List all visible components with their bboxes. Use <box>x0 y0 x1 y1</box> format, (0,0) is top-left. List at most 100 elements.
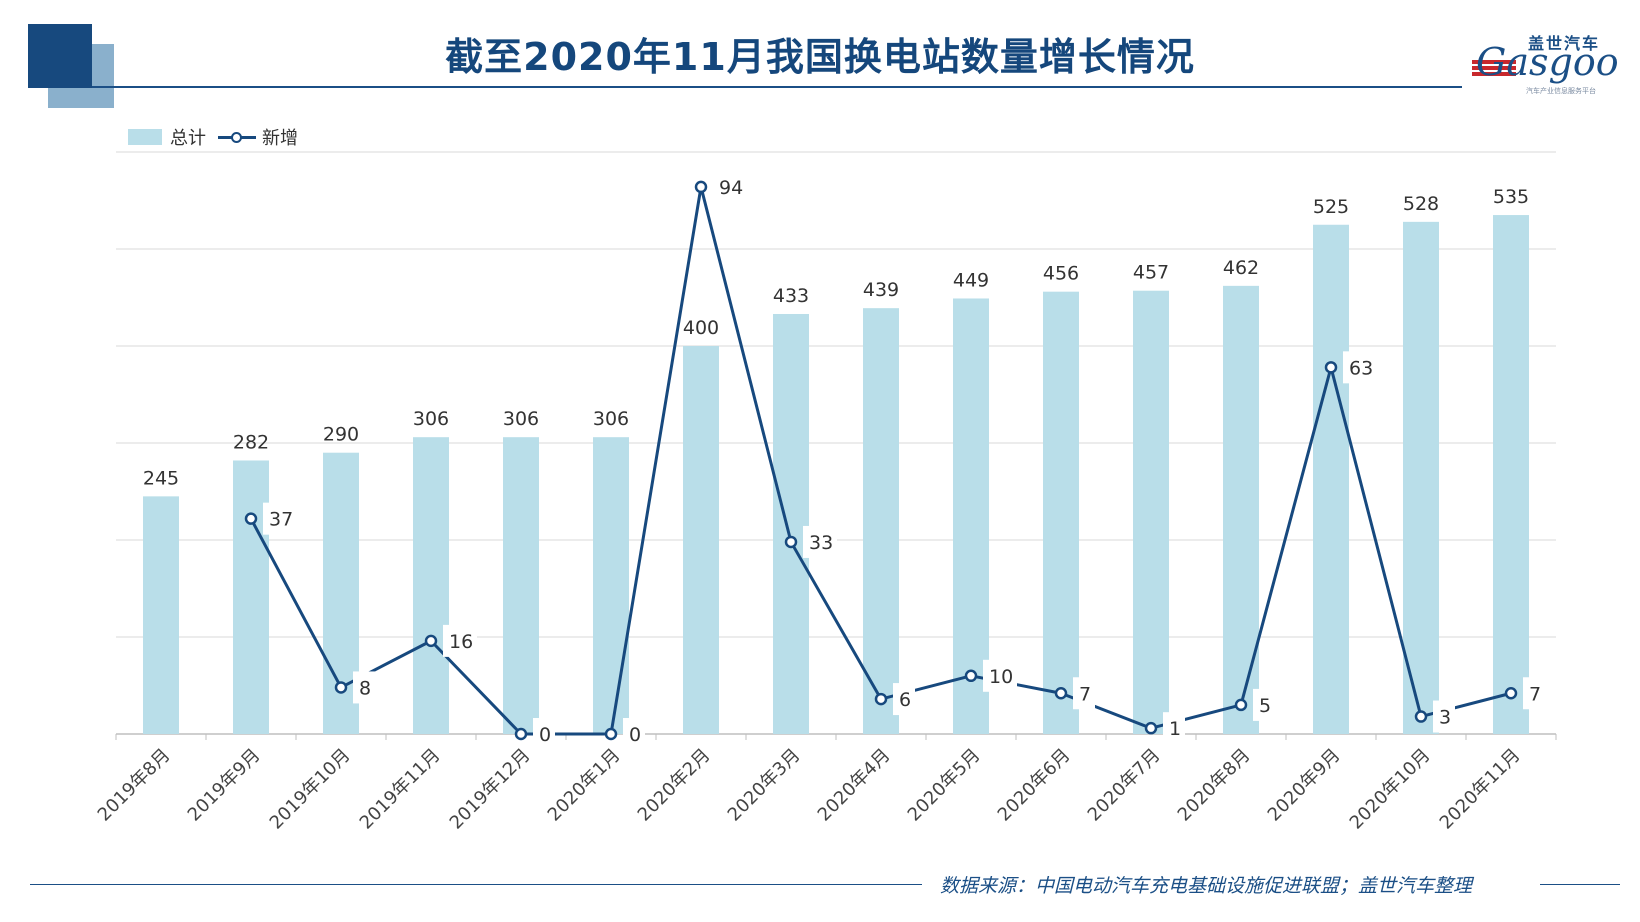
line-label-bg <box>803 525 837 558</box>
x-tick-label: 2020年4月 <box>814 745 895 826</box>
gasgoo-logo: 盖世汽车 Gasgoo 汽车产业信息服务平台 <box>1468 30 1619 95</box>
line-label-bg <box>1523 677 1545 710</box>
line-value-label: 3 <box>1439 707 1451 729</box>
line-point <box>784 535 798 549</box>
line-point <box>424 634 438 648</box>
bar-value-label: 306 <box>593 408 629 430</box>
logo-subtitle: 汽车产业信息服务平台 <box>1526 87 1596 95</box>
line-value-label: 8 <box>359 677 371 699</box>
title-underline <box>92 86 1462 88</box>
bar-total <box>503 437 539 734</box>
line-value-label: 0 <box>539 724 551 746</box>
bar-value-label: 306 <box>413 408 449 430</box>
line-label-bg <box>893 683 915 716</box>
line-label-bg <box>1343 351 1377 384</box>
footer-rule-left <box>30 884 922 885</box>
x-tick-label: 2020年2月 <box>634 745 715 826</box>
bar-value-label: 245 <box>143 467 179 489</box>
x-tick-label: 2019年10月 <box>266 745 355 834</box>
bar-total <box>233 460 269 734</box>
line-label-bg <box>443 624 477 657</box>
line-value-label: 0 <box>629 724 641 746</box>
line-label-bg <box>623 718 645 750</box>
chart-legend: 总计 新增 <box>128 124 304 150</box>
line-point <box>514 727 528 741</box>
line-point <box>1414 710 1428 723</box>
bar-total <box>1133 290 1169 734</box>
logo-stripes <box>1472 60 1516 78</box>
line-point <box>1054 687 1068 700</box>
x-tick-label: 2020年9月 <box>1264 745 1345 826</box>
line-value-label: 16 <box>449 631 473 653</box>
chart-title: 截至2020年11月我国换电站数量增长情况 <box>445 35 1195 79</box>
line-value-label: 5 <box>1259 695 1271 717</box>
bar-value-label: 525 <box>1313 196 1349 218</box>
bar-total <box>1313 224 1349 734</box>
line-label-bg <box>1163 712 1185 745</box>
bar-value-label: 528 <box>1403 193 1439 215</box>
bar-value-label: 457 <box>1133 262 1169 284</box>
line-point <box>1234 698 1248 712</box>
legend-line-swatch <box>218 129 256 145</box>
x-tick-label: 2019年11月 <box>356 745 445 834</box>
bar-total <box>413 437 449 734</box>
bar-value-label: 449 <box>953 269 989 291</box>
footer-rule-right <box>1540 884 1620 885</box>
x-tick-label: 2020年1月 <box>544 745 625 826</box>
title-decoration-dark <box>28 24 92 88</box>
bar-total <box>1223 285 1259 734</box>
bar-value-label: 282 <box>233 431 269 453</box>
legend-label-new: 新增 <box>262 128 298 149</box>
bar-total <box>1493 215 1529 735</box>
line-point <box>1144 721 1158 735</box>
x-tick-label: 2019年8月 <box>94 745 175 826</box>
bar-value-label: 433 <box>773 285 809 307</box>
bar-total <box>1043 291 1079 734</box>
legend-item-new: 新增 <box>212 124 298 150</box>
line-value-label: 7 <box>1529 683 1541 705</box>
data-source: 数据来源：中国电动汽车充电基础设施促进联盟；盖世汽车整理 <box>940 875 1473 897</box>
line-point <box>964 669 978 683</box>
line-label-bg <box>353 671 375 704</box>
line-label-bg <box>713 170 747 203</box>
x-tick-label: 2020年6月 <box>994 745 1075 826</box>
line-label-bg <box>983 659 1017 692</box>
bar-value-label: 290 <box>323 424 359 446</box>
bar-total <box>143 496 179 734</box>
x-tick-label: 2020年7月 <box>1084 745 1165 826</box>
bar-total <box>773 313 809 734</box>
line-label-bg <box>263 502 297 535</box>
legend-item-total: 总计 <box>128 124 206 150</box>
bar-value-label: 306 <box>503 408 539 430</box>
line-label-bg <box>1073 677 1095 710</box>
x-tick-label: 2020年10月 <box>1346 745 1435 834</box>
x-tick-label: 2020年3月 <box>724 745 805 826</box>
line-point <box>874 692 888 706</box>
bar-total <box>863 308 899 734</box>
legend-bar-swatch <box>128 129 162 145</box>
logo-text-en: Gasgoo <box>1476 40 1619 84</box>
line-point <box>604 727 618 741</box>
line-point <box>244 512 258 525</box>
bar-value-label: 456 <box>1043 263 1079 285</box>
bar-value-label: 439 <box>863 279 899 301</box>
line-point <box>334 681 348 694</box>
line-value-label: 6 <box>899 689 911 711</box>
line-point <box>1504 687 1518 700</box>
bar-total <box>683 346 719 734</box>
line-value-label: 63 <box>1349 357 1373 379</box>
line-label-bg <box>1433 700 1455 733</box>
legend-label-total: 总计 <box>170 128 206 149</box>
line-value-label: 1 <box>1169 718 1181 740</box>
line-point <box>1324 361 1338 374</box>
line-value-label: 10 <box>989 666 1013 688</box>
bar-value-label: 462 <box>1223 257 1259 279</box>
line-point <box>694 180 708 194</box>
x-tick-label: 2020年8月 <box>1174 745 1255 826</box>
x-tick-label: 2019年9月 <box>184 745 265 826</box>
bar-value-label: 400 <box>683 317 719 339</box>
line-label-bg <box>1253 688 1275 721</box>
bar-total <box>593 437 629 734</box>
line-label-bg <box>533 718 555 750</box>
